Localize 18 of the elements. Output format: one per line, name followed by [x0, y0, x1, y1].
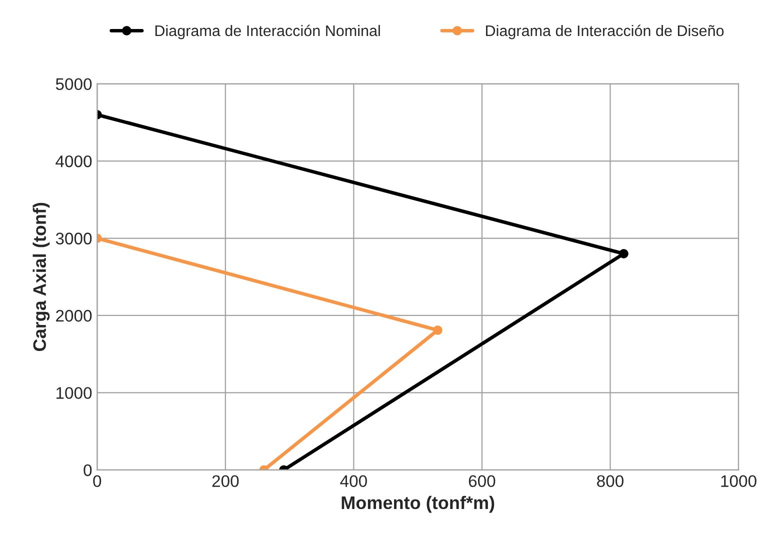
y-tick-label: 0 [84, 464, 92, 476]
y-tick-label: 1000 [56, 387, 92, 399]
x-tick-label: 600 [468, 475, 496, 488]
legend-label: Diagrama de Interacción Nominal [155, 24, 380, 40]
x-axis-title: Momento (tonf*m) [342, 496, 494, 513]
y-tick-label: 4000 [56, 155, 92, 168]
point [433, 325, 442, 335]
x-tick-label: 200 [212, 475, 239, 488]
x-tick-label: 1000 [721, 475, 756, 488]
y-axis-title: Carga Axial (tonf) [32, 202, 50, 352]
x-tick-label: 800 [597, 475, 624, 488]
y-tick-label: 5000 [56, 78, 92, 90]
x-tick-label: 400 [340, 475, 367, 488]
y-tick-label: 2000 [56, 310, 92, 322]
y-tick-label: 3000 [56, 232, 92, 244]
point [619, 249, 628, 258]
x-tick-label: 0 [93, 475, 102, 488]
legend-label: Diagrama de Interacción de Diseño [486, 24, 724, 40]
